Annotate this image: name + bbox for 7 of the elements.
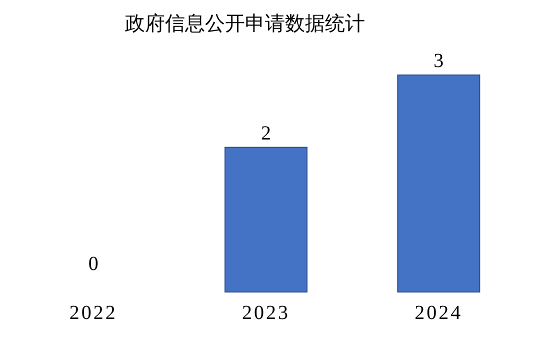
x-tick-label: 2022 (69, 302, 118, 324)
data-label: 3 (434, 50, 444, 72)
title: 政府信息公开申请数据统计 (125, 13, 365, 35)
data-label: 2 (261, 122, 271, 144)
x-tick-label: 2024 (414, 302, 463, 324)
data-label: 0 (88, 253, 98, 275)
x-tick-label: 2023 (242, 302, 290, 324)
